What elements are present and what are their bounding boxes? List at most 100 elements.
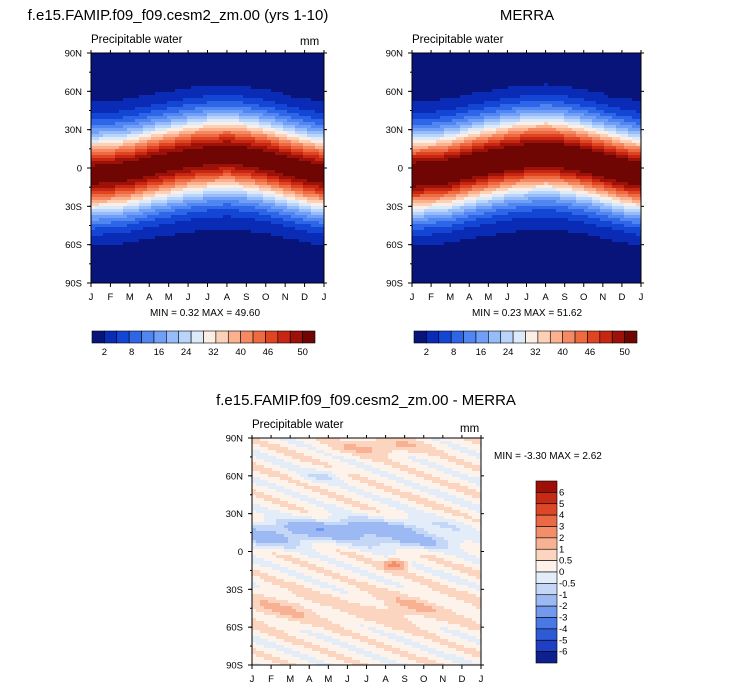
field-cell: [299, 230, 304, 234]
field-cell: [147, 62, 152, 66]
field-cell: [163, 176, 168, 180]
field-cell: [223, 221, 228, 225]
field-cell: [311, 248, 316, 252]
field-cell: [147, 197, 152, 201]
field-cell: [183, 140, 188, 144]
field-cell: [135, 182, 140, 186]
y-tick-label: 60S: [65, 240, 82, 251]
field-cell: [279, 89, 284, 93]
field-cell: [295, 173, 300, 177]
field-cell: [311, 80, 316, 84]
field-cell: [247, 74, 252, 78]
field-cell: [243, 152, 248, 156]
field-cell: [251, 185, 256, 189]
field-cell: [163, 98, 168, 102]
field-cell: [504, 68, 509, 72]
field-cell: [259, 110, 264, 114]
field-cell: [311, 92, 316, 96]
field-cell: [151, 260, 156, 264]
field-cell: [115, 206, 120, 210]
field-cell: [307, 53, 312, 57]
field-cell: [167, 143, 172, 147]
field-cell: [151, 245, 156, 249]
field-cell: [183, 248, 188, 252]
field-cell: [279, 242, 284, 246]
field-cell: [167, 167, 172, 171]
field-cell: [155, 269, 160, 273]
field-cell: [187, 140, 192, 144]
field-cell: [211, 137, 216, 141]
field-cell: [299, 197, 304, 201]
field-cell: [251, 206, 256, 210]
field-cell: [159, 155, 164, 159]
field-cell: [251, 137, 256, 141]
field-cell: [159, 107, 164, 111]
field-cell: [139, 125, 144, 129]
field-cell: [91, 140, 96, 144]
field-cell: [123, 281, 128, 283]
field-cell: [95, 68, 100, 72]
field-cell: [119, 185, 124, 189]
field-cell: [460, 53, 465, 57]
field-cell: [291, 80, 296, 84]
field-cell: [235, 167, 240, 171]
field-cell: [91, 236, 96, 240]
field-cell: [219, 143, 224, 147]
field-cell: [183, 158, 188, 162]
field-cell: [111, 62, 116, 66]
field-cell: [235, 203, 240, 207]
field-cell: [239, 251, 244, 255]
field-cell: [315, 86, 320, 90]
field-cell: [115, 125, 120, 129]
field-cell: [91, 155, 96, 159]
field-cell: [175, 188, 180, 192]
field-cell: [251, 89, 256, 93]
field-cell: [283, 269, 288, 273]
field-cell: [219, 197, 224, 201]
field-cell: [235, 224, 240, 228]
field-cell: [271, 281, 276, 283]
field-cell: [171, 122, 176, 126]
field-cell: [548, 59, 553, 63]
field-cell: [291, 104, 296, 108]
field-cell: [211, 269, 216, 273]
field-cell: [303, 146, 308, 150]
field-cell: [307, 245, 312, 249]
field-cell: [203, 113, 208, 117]
field-cell: [239, 101, 244, 105]
field-cell: [207, 98, 212, 102]
field-cell: [143, 260, 148, 264]
field-cell: [500, 56, 505, 60]
field-cell: [235, 140, 240, 144]
field-cell: [143, 203, 148, 207]
field-cell: [143, 59, 148, 63]
field-cell: [211, 77, 216, 81]
field-cell: [299, 158, 304, 162]
field-cell: [139, 137, 144, 141]
field-cell: [267, 89, 272, 93]
field-cell: [107, 245, 112, 249]
field-cell: [227, 77, 232, 81]
field-cell: [315, 263, 320, 267]
field-cell: [291, 185, 296, 189]
field-cell: [295, 155, 300, 159]
field-cell: [91, 149, 96, 153]
field-cell: [151, 131, 156, 135]
field-cell: [243, 233, 248, 237]
field-cell: [275, 56, 280, 60]
field-cell: [167, 65, 172, 69]
field-cell: [424, 56, 429, 60]
field-cell: [512, 56, 517, 60]
field-cell: [99, 167, 104, 171]
field-cell: [195, 95, 200, 99]
field-cell: [460, 56, 465, 60]
field-cell: [235, 263, 240, 267]
field-cell: [187, 215, 192, 219]
field-cell: [287, 134, 292, 138]
field-cell: [259, 245, 264, 249]
field-cell: [171, 134, 176, 138]
field-cell: [99, 110, 104, 114]
field-cell: [223, 185, 228, 189]
field-cell: [135, 164, 140, 168]
colorbar-swatch: [116, 330, 130, 344]
